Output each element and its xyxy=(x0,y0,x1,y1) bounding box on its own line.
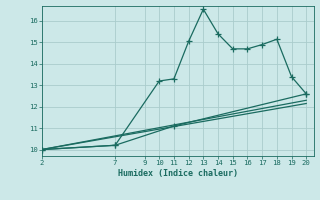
X-axis label: Humidex (Indice chaleur): Humidex (Indice chaleur) xyxy=(118,169,237,178)
